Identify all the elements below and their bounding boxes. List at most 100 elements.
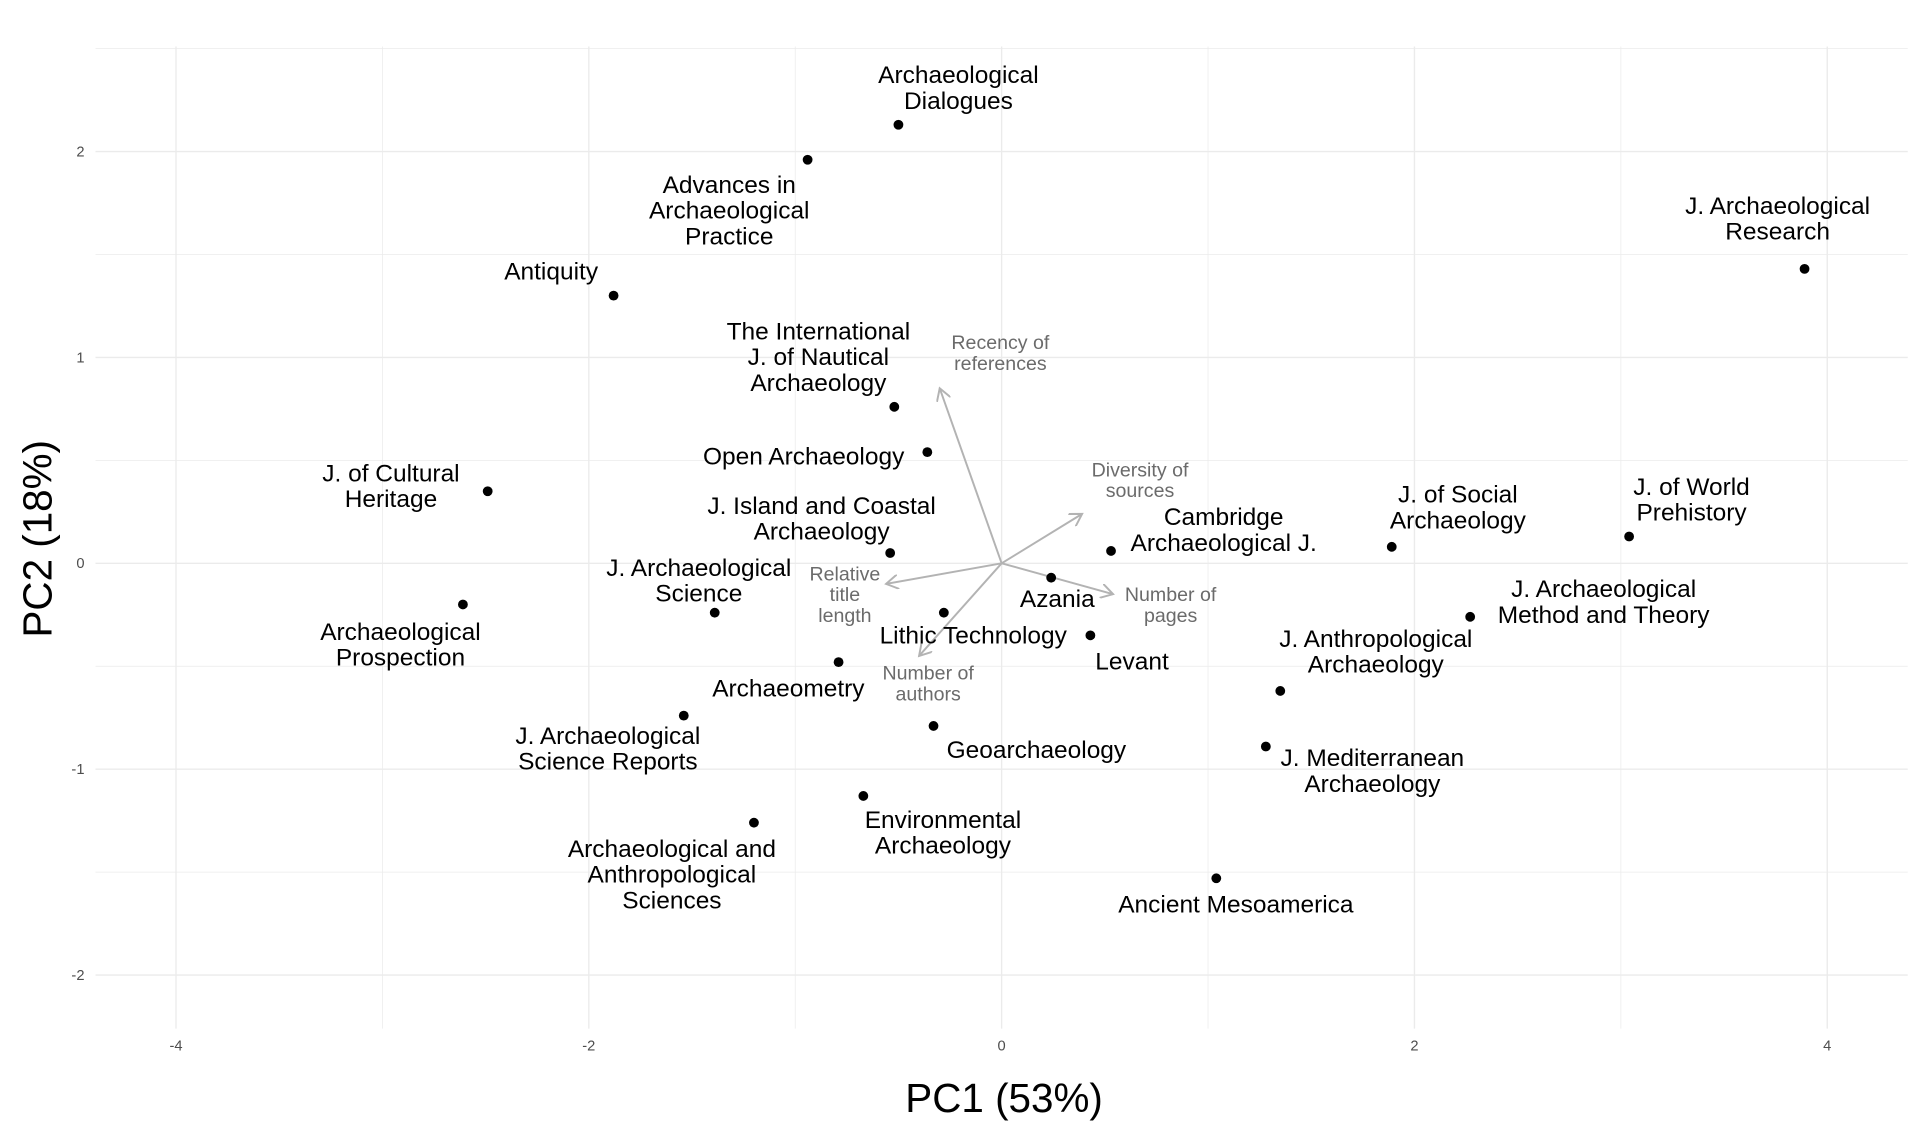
x-axis-ticks: -4 -2 0 2 4 (169, 1039, 1831, 1055)
point-label: Archaeology (1308, 652, 1445, 679)
data-point: Lithic Technology (880, 607, 1068, 649)
point-marker (802, 154, 813, 165)
point-label: Science Reports (518, 749, 698, 776)
y-tick-label: 1 (76, 350, 84, 366)
point-marker (1260, 741, 1271, 752)
point-label: J. Mediterranean (1281, 745, 1465, 772)
point-label: J. Archaeological (1685, 193, 1870, 220)
arrow-label: Number of (1125, 584, 1217, 606)
point-marker (1085, 630, 1096, 641)
arrow-label: Recency of (951, 332, 1049, 354)
point-label: Antiquity (504, 259, 599, 286)
point-marker (1046, 572, 1057, 583)
point-label: Dialogues (904, 88, 1013, 115)
point-label: Archaeology (750, 370, 887, 397)
point-label: Azania (1020, 586, 1095, 613)
point-label: Cambridge (1164, 504, 1284, 531)
data-point: Azania (1020, 572, 1095, 613)
data-point: Open Archaeology (703, 443, 933, 470)
point-marker (1211, 873, 1222, 884)
point-label: J. Archaeological (606, 555, 791, 582)
point-marker (1799, 263, 1810, 274)
point-marker (1275, 686, 1286, 696)
point-label: Archaeological (878, 62, 1039, 89)
arrow-label: Number of (882, 663, 974, 685)
point-label: J. Archaeological (1511, 576, 1696, 603)
point-label: Archaeological (320, 619, 481, 646)
y-tick-label: -2 (71, 968, 84, 984)
point-marker (749, 817, 759, 828)
point-marker (889, 401, 900, 412)
x-tick-label: 2 (1410, 1039, 1418, 1055)
point-label: Open Archaeology (703, 443, 905, 470)
point-label: J. of World (1633, 474, 1750, 501)
point-marker (678, 710, 689, 721)
point-label: Archaeological J. (1131, 530, 1317, 557)
point-marker (608, 290, 619, 301)
y-tick-label: 0 (76, 556, 84, 572)
arrow-line (919, 562, 1003, 656)
point-label: Archaeological (649, 198, 810, 225)
point-label: J. Anthropological (1279, 626, 1472, 653)
point-marker (1386, 541, 1397, 552)
arrow-line (1001, 562, 1113, 594)
point-label: Geoarchaeology (947, 737, 1127, 764)
point-label: Archaeology (1390, 507, 1527, 534)
y-axis-ticks: -2 -1 0 1 2 (71, 144, 84, 984)
point-label: Environmental (865, 807, 1021, 834)
point-label: J. of Cultural (322, 460, 459, 487)
arrow-label: pages (1144, 605, 1198, 627)
point-label: Anthropological (588, 862, 757, 889)
x-tick-label: -4 (169, 1039, 182, 1055)
point-label: Research (1725, 218, 1830, 245)
point-label: Method and Theory (1498, 602, 1711, 629)
point-label: Archaeology (875, 832, 1012, 859)
data-point: Geoarchaeology (928, 721, 1127, 764)
point-marker (833, 657, 844, 668)
point-marker (1624, 531, 1635, 542)
arrow-label: authors (896, 683, 962, 705)
point-label: Archaeological and (568, 836, 776, 863)
x-axis-title: PC1 (53%) (905, 1075, 1103, 1121)
y-axis-title: PC2 (18%) (14, 440, 60, 638)
arrow-label: references (954, 353, 1047, 375)
point-marker (709, 607, 720, 618)
arrow-line (940, 388, 1003, 564)
x-tick-label: 4 (1823, 1039, 1831, 1055)
point-marker (893, 119, 904, 130)
point-label: Advances in (663, 172, 796, 199)
data-point: Ancient Mesoamerica (1118, 873, 1354, 919)
point-marker (885, 548, 896, 558)
point-label: Archaeometry (712, 675, 865, 702)
point-label: Levant (1095, 649, 1169, 676)
point-marker (858, 791, 869, 801)
point-label: Archaeology (1304, 771, 1441, 798)
point-label: Lithic Technology (880, 622, 1068, 649)
point-label: Prehistory (1636, 500, 1747, 527)
point-label: Heritage (345, 486, 438, 513)
point-label: Practice (685, 223, 773, 250)
point-label: J. of Nautical (748, 344, 889, 371)
point-label: J. Island and Coastal (707, 493, 936, 520)
point-label: Sciences (622, 887, 721, 914)
point-label: Science (655, 581, 742, 608)
point-label: Archaeology (754, 519, 891, 546)
